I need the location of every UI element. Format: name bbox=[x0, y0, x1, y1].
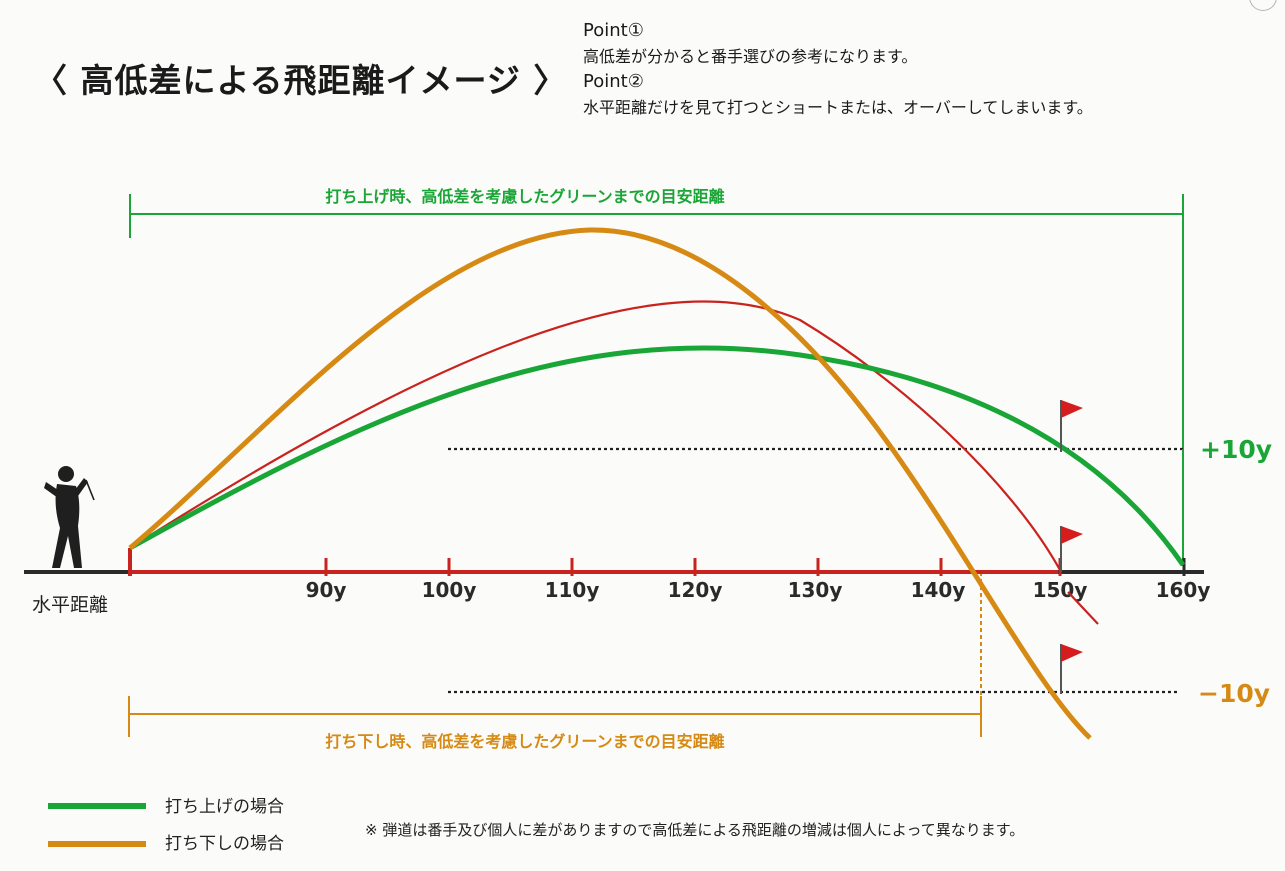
tick-label-140: 140y bbox=[911, 578, 966, 602]
level-trajectory bbox=[129, 300, 1061, 571]
tick-label-160: 160y bbox=[1156, 578, 1211, 602]
points-box: Point① 高低差が分かると番手選びの参考になります。 Point② 水平距離… bbox=[583, 18, 1093, 120]
tick-label-120: 120y bbox=[668, 578, 723, 602]
legend-uphill-label: 打ち上げの場合 bbox=[165, 797, 284, 817]
uphill-trajectory bbox=[128, 345, 1186, 567]
plus-elevation-label: +10y bbox=[1200, 435, 1272, 464]
downhill-span-bracket bbox=[128, 696, 982, 737]
x-axis-title: 水平距離 bbox=[32, 594, 108, 616]
legend-downhill-label: 打ち下しの場合 bbox=[165, 834, 284, 854]
flag-icon bbox=[1060, 644, 1083, 694]
point-1-heading: Point① bbox=[583, 20, 644, 41]
tick-label-100: 100y bbox=[422, 578, 477, 602]
flag-icon bbox=[1060, 526, 1083, 572]
tick-label-110: 110y bbox=[545, 578, 600, 602]
uphill-span-label: 打ち上げ時、高低差を考慮したグリーンまでの目安距離 bbox=[325, 187, 724, 206]
flag-icon bbox=[1060, 400, 1083, 452]
disclaimer-note: ※ 弾道は番手及び個人に差がありますので高低差による飛距離の増減は個人によって異… bbox=[365, 821, 1024, 839]
uphill-span-bracket bbox=[129, 194, 1184, 564]
tick-label-130: 130y bbox=[788, 578, 843, 602]
downhill-span-label: 打ち下し時、高低差を考慮したグリーンまでの目安距離 bbox=[325, 732, 724, 751]
tick-label-90: 90y bbox=[306, 578, 347, 602]
point-2-heading: Point② bbox=[583, 71, 644, 92]
point-2-text: 水平距離だけを見て打つとショートまたは、オーバーしてしまいます。 bbox=[583, 97, 1093, 117]
downhill-trajectory bbox=[128, 227, 1092, 740]
minus-elevation-label: −10y bbox=[1198, 679, 1270, 708]
tick-label-150: 150y bbox=[1033, 578, 1088, 602]
axis-tick-labels: 90y 100y 110y 120y 130y 140y 150y 160y bbox=[306, 578, 1211, 602]
page-title: 〈 高低差による飛距離イメージ 〉 bbox=[34, 61, 568, 100]
golfer-icon bbox=[44, 466, 95, 568]
level-trajectory-extension bbox=[1067, 591, 1099, 625]
point-1-text: 高低差が分かると番手選びの参考になります。 bbox=[583, 46, 918, 66]
